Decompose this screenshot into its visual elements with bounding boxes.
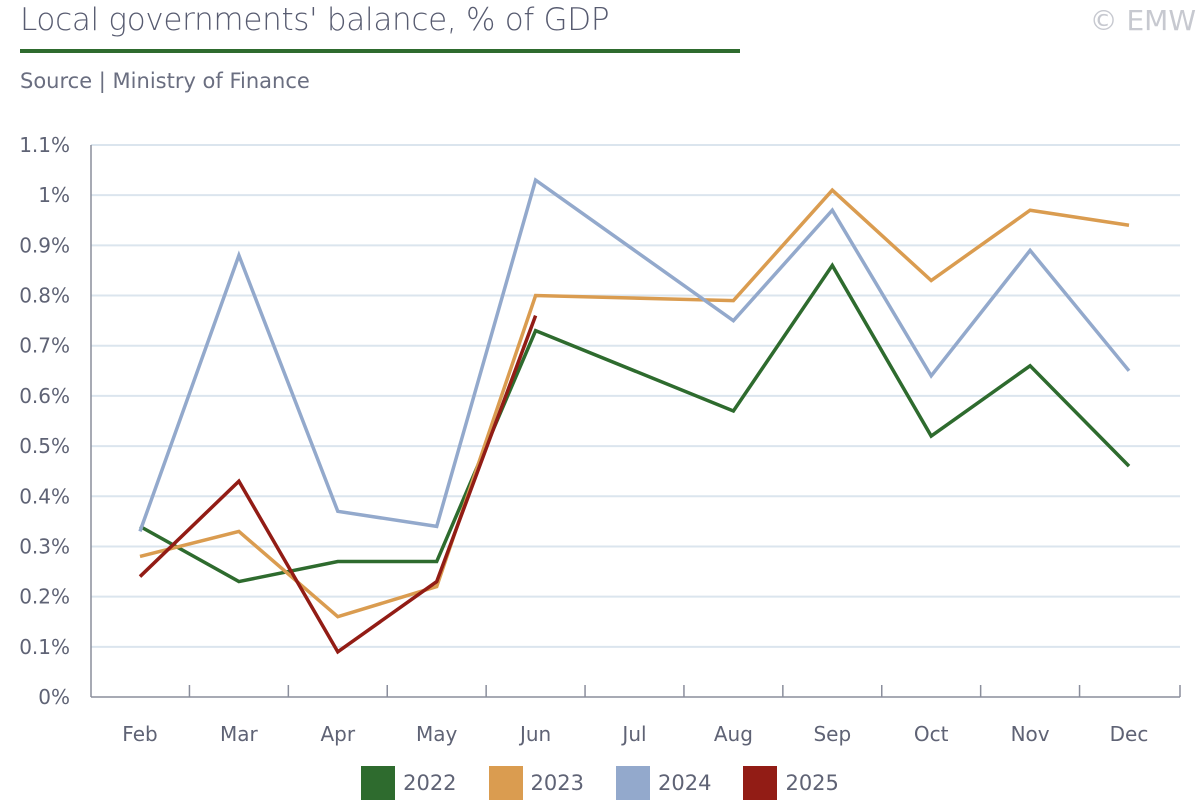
x-tick-label: May [416, 722, 458, 746]
x-tick-label: Jun [518, 722, 551, 746]
chart-title: Local governments' balance, % of GDP [20, 2, 610, 38]
x-tick-label: Dec [1110, 722, 1149, 746]
series-line-2023 [139, 187, 1130, 619]
x-tick-label: Oct [914, 722, 949, 746]
y-tick-label: 0.1% [19, 635, 70, 659]
legend-swatch [616, 766, 650, 800]
legend-item-2024: 2024 [616, 766, 711, 800]
y-tick-label: 0.3% [19, 534, 70, 558]
series-line-2025 [138, 315, 538, 655]
series-line-2024 [138, 177, 1131, 532]
legend-item-2025: 2025 [743, 766, 839, 800]
x-tick-label: Sep [813, 722, 851, 746]
legend-swatch [488, 766, 523, 800]
legend-label: 2023 [530, 771, 584, 795]
copyright-watermark: © EMW [1089, 4, 1196, 37]
x-tick-label: Mar [220, 722, 259, 746]
legend-item-2022: 2022 [361, 766, 457, 800]
legend-label: 2025 [785, 771, 839, 795]
y-tick-label: 0.9% [19, 233, 70, 257]
y-tick-label: 0.4% [19, 484, 70, 508]
x-tick-label: Apr [320, 722, 355, 746]
y-tick-label: 0.5% [19, 434, 70, 458]
x-tick-label: Nov [1011, 722, 1050, 746]
y-tick-label: 1.1% [19, 133, 70, 157]
chart-legend: 2022 2023 2024 2025 [0, 766, 1200, 800]
legend-swatch [743, 766, 778, 800]
series-line-2022 [139, 262, 1131, 584]
legend-item-2023: 2023 [488, 766, 584, 800]
legend-label: 2022 [403, 771, 457, 795]
source-note: Source | Ministry of Finance [20, 69, 310, 93]
y-tick-label: 0.2% [19, 585, 70, 609]
y-tick-label: 0.7% [19, 334, 70, 358]
legend-label: 2024 [658, 771, 712, 795]
x-tick-label: Jul [620, 722, 646, 746]
y-tick-label: 0% [38, 685, 70, 709]
y-tick-label: 0.8% [19, 284, 70, 308]
x-tick-label: Feb [122, 722, 157, 746]
y-tick-label: 1% [38, 183, 70, 207]
y-tick-label: 0.6% [19, 384, 70, 408]
x-tick-label: Aug [714, 722, 753, 746]
legend-swatch [361, 766, 396, 800]
title-underline [20, 49, 740, 53]
